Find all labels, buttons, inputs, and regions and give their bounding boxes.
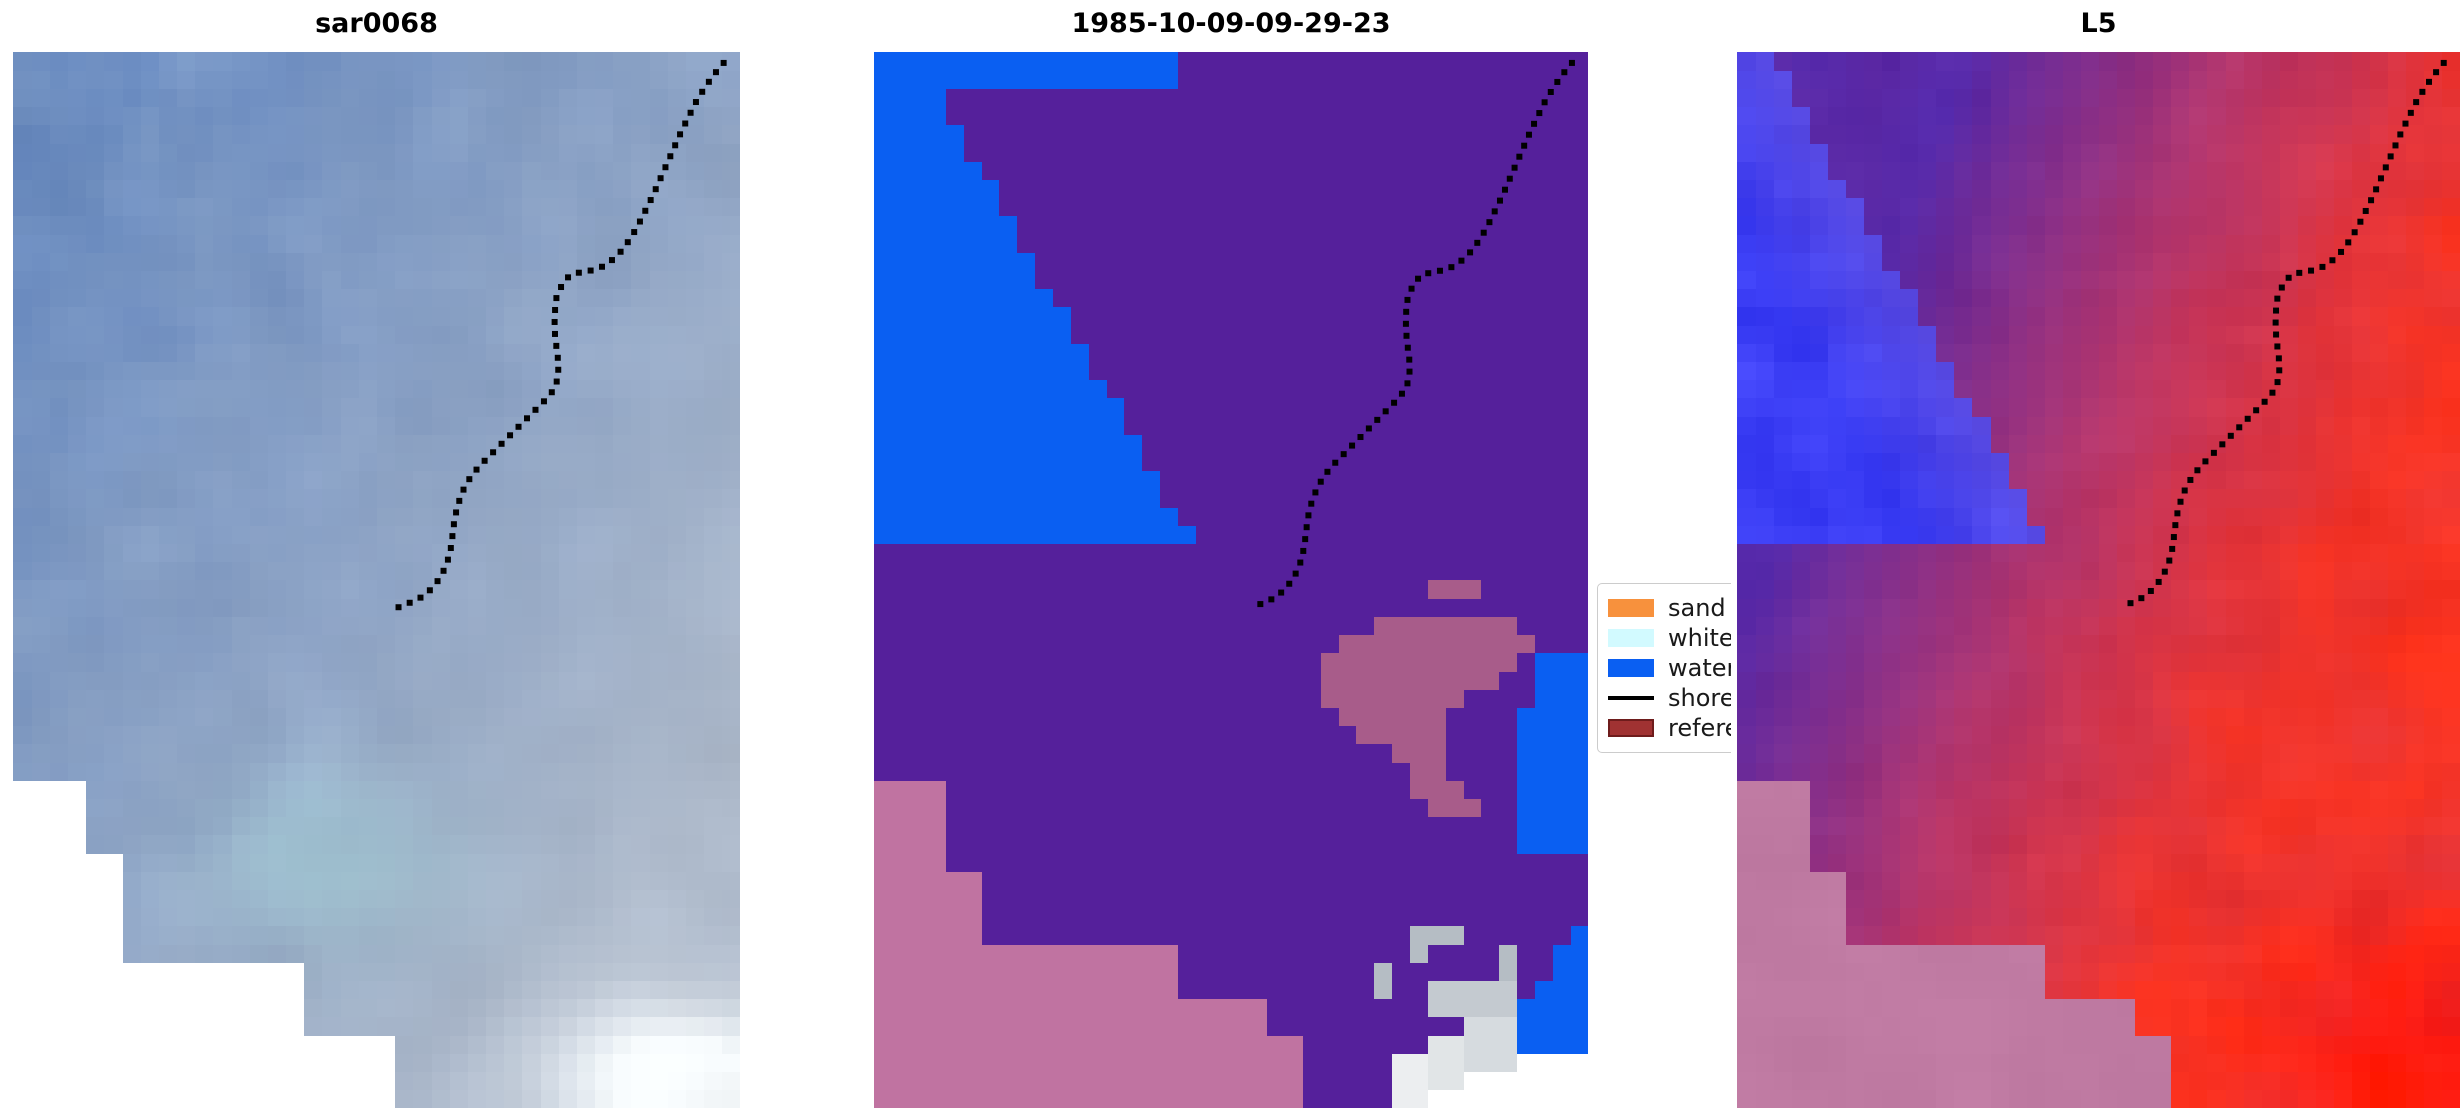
sand-swatch-icon xyxy=(1608,599,1654,617)
legend-item-reference-shoreline[interactable]: reference shoreline xyxy=(1608,713,1731,743)
whitewater-swatch-icon xyxy=(1608,629,1654,647)
shoreline-line-icon xyxy=(1608,696,1654,700)
raster-sar xyxy=(13,52,740,1108)
axes-l5 xyxy=(1737,52,2460,1108)
panel-classification: 1985-10-09-09-29-23 xyxy=(874,0,1588,1108)
legend-item-water[interactable]: water xyxy=(1608,653,1731,683)
panel-l5: L5 xyxy=(1737,0,2460,1108)
panel-title-classification: 1985-10-09-09-29-23 xyxy=(1071,8,1391,39)
panel-sar: sar0068 xyxy=(13,0,740,1108)
legend-label-water: water xyxy=(1668,654,1731,682)
water-swatch-icon xyxy=(1608,659,1654,677)
legend-label-sand: sand xyxy=(1668,594,1726,622)
legend-label-shoreline: shoreline xyxy=(1668,684,1731,712)
legend-item-shoreline[interactable]: shoreline xyxy=(1608,683,1731,713)
axes-sar xyxy=(13,52,740,1108)
raster-l5 xyxy=(1737,52,2460,1108)
reference-shoreline-swatch-icon xyxy=(1608,719,1654,737)
legend-label-reference-shoreline: reference shoreline xyxy=(1668,714,1731,742)
raster-classification xyxy=(874,52,1588,1108)
axes-classification xyxy=(874,52,1588,1108)
panel-title-sar: sar0068 xyxy=(315,8,438,39)
legend-item-sand[interactable]: sand xyxy=(1608,593,1731,623)
panel-title-l5: L5 xyxy=(2080,8,2117,39)
